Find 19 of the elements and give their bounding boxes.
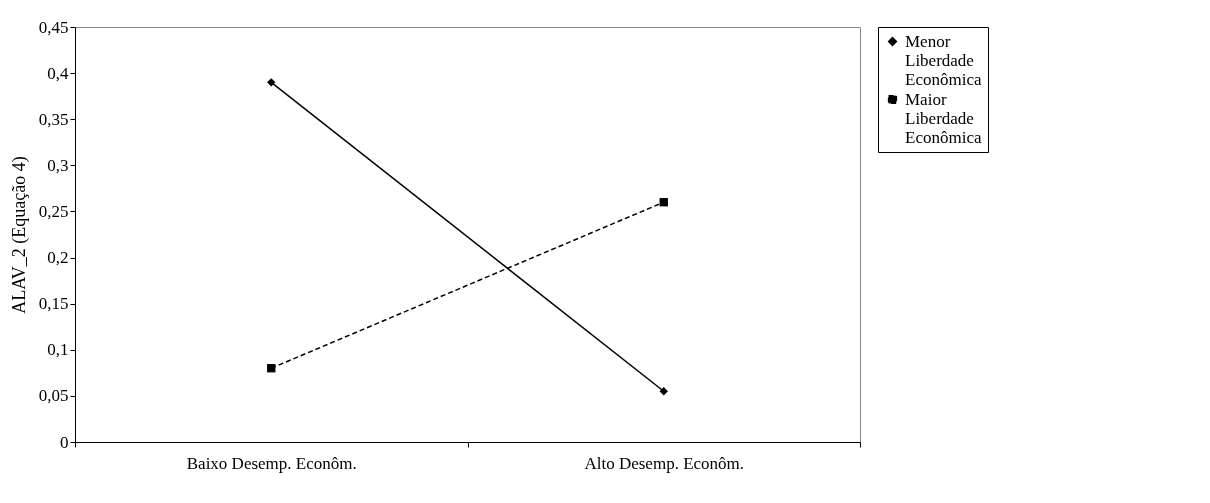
- y-tick-label: 0,25: [38, 201, 69, 221]
- point: [267, 78, 276, 87]
- y-axis-title: ALAV_2 (Equação 4): [8, 156, 30, 314]
- x-tick-label: Alto Desemp. Econôm.: [584, 453, 745, 473]
- point: [267, 364, 276, 373]
- y-tick-label: 0,4: [47, 63, 69, 83]
- legend-label: Maior Liberdade Econômica: [905, 89, 982, 147]
- y-tick-label: 0,3: [47, 155, 69, 175]
- y-tick-label: 0,1: [47, 340, 69, 360]
- y-tick-label: 0,45: [38, 17, 69, 37]
- y-tick-label: 0,35: [38, 109, 69, 129]
- y-tick-label: 0,05: [38, 386, 69, 406]
- y-tick-label: 0: [60, 432, 69, 452]
- point: [659, 198, 668, 207]
- x-tick-label: Baixo Desemp. Econôm.: [186, 453, 357, 473]
- legend-label: Menor Liberdade Econômica: [905, 31, 982, 89]
- point: [659, 387, 668, 396]
- y-tick-label: 0,2: [47, 248, 69, 268]
- y-tick-label: 0,15: [38, 294, 69, 314]
